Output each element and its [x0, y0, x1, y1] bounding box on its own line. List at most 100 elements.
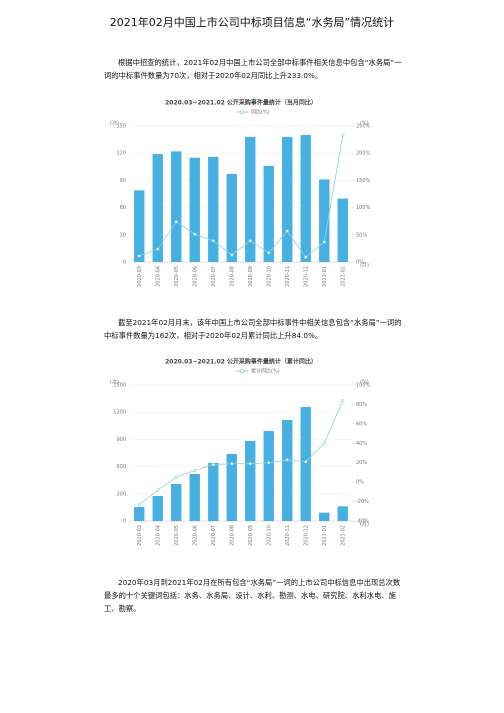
bar — [134, 190, 145, 262]
bar — [300, 135, 311, 262]
bar — [171, 151, 182, 262]
x-tick-label: 2020-07 — [211, 266, 217, 287]
bar — [319, 179, 330, 262]
x-tick-label: 2020-06 — [192, 266, 198, 287]
line-point — [156, 488, 160, 492]
legend-marker — [239, 368, 244, 373]
x-axis-label: (月) — [360, 522, 369, 528]
line-point — [322, 441, 326, 445]
line-point — [193, 468, 197, 473]
line-point — [322, 240, 326, 244]
y-tick-label: 900 — [116, 437, 126, 443]
x-tick-label: 2020-10 — [266, 525, 272, 546]
bar — [263, 431, 274, 521]
y2-tick-label: 250% — [356, 124, 371, 130]
bar — [263, 165, 274, 262]
x-tick-label: 2020-06 — [192, 525, 198, 546]
x-tick-label: 2021-02 — [340, 525, 346, 546]
line-point — [285, 229, 289, 233]
line-point — [174, 475, 178, 479]
y-tick-label: 90 — [120, 178, 126, 184]
y-tick-label: 1500 — [113, 383, 126, 389]
line-point — [230, 253, 234, 257]
bar — [245, 441, 256, 521]
y2-axis-label: (%) — [360, 121, 369, 127]
y2-tick-label: -20% — [356, 499, 369, 505]
y2-tick-label: 40% — [356, 441, 367, 447]
bar — [152, 154, 163, 262]
x-axis-label: (月) — [360, 263, 369, 269]
y2-tick-label: 50% — [356, 232, 367, 238]
page-title: 2021年02月中国上市公司中标项目信息“水务局”情况统计 — [109, 16, 395, 29]
line-point — [137, 503, 141, 507]
bar — [337, 198, 348, 262]
y2-tick-label: 150% — [356, 178, 371, 184]
line-point — [285, 458, 289, 462]
line-point — [248, 462, 252, 466]
bar — [282, 419, 293, 521]
y2-tick-label: 0% — [356, 480, 364, 486]
legend-label: 累计同比(%) — [251, 368, 280, 375]
line-point — [174, 220, 178, 224]
x-tick-label: 2020-04 — [155, 266, 161, 287]
bar — [319, 512, 330, 521]
x-tick-label: 2020-11 — [285, 266, 291, 287]
y2-tick-label: 20% — [356, 460, 367, 466]
line-point — [267, 461, 271, 465]
y-tick-label: 1200 — [113, 410, 126, 416]
y2-tick-label: 100% — [356, 383, 371, 389]
line — [138, 400, 344, 506]
bar — [189, 474, 200, 521]
x-tick-label: 2021-01 — [322, 266, 328, 287]
x-tick-label: 2021-02 — [340, 266, 346, 287]
paragraph: 截至2021年02月月末，该年中国上市公司全部中标事件中相关信息包含“水务局”一… — [104, 318, 402, 340]
bar — [282, 136, 293, 262]
line-point — [341, 133, 345, 137]
y2-tick-label: 100% — [356, 205, 371, 211]
bar — [208, 156, 219, 262]
legend-marker — [239, 109, 244, 114]
x-tick-label: 2020-05 — [174, 525, 180, 546]
chart: 2020.03~2021.02 公开采购事件量统计（当月同比） 同比(%) (次) (… — [110, 99, 371, 287]
chart-title: 2020.03~2021.02 公开采购事件量统计（当月同比） — [165, 99, 317, 107]
paragraph: 根据中招查的统计，2021年02月中国上市公司全部中标事件相关信息中包含“水务局… — [104, 58, 402, 80]
x-tick-label: 2020-05 — [174, 266, 180, 287]
line-point — [248, 239, 252, 243]
line-point — [304, 460, 308, 464]
bar — [337, 506, 348, 521]
x-tick-label: 2020-12 — [303, 525, 309, 546]
paragraph: 2020年03月到2021年02月在所有包含“水务局”一词的上市公司中标信息中出… — [104, 578, 401, 613]
y2-tick-label: 0% — [356, 260, 364, 266]
y-axis-label: (次) — [110, 120, 119, 127]
x-tick-label: 2020-04 — [155, 525, 161, 546]
x-tick-label: 2020-03 — [137, 266, 143, 287]
y-tick-label: 600 — [116, 464, 126, 470]
y-tick-label: 120 — [116, 151, 126, 157]
bar — [208, 462, 219, 521]
y-tick-label: 0 — [123, 519, 126, 525]
x-tick-label: 2020-09 — [248, 266, 254, 287]
y2-tick-label: -40% — [356, 519, 369, 525]
bar — [134, 507, 145, 521]
bar — [245, 136, 256, 262]
bar — [171, 484, 182, 521]
x-tick-label: 2020-03 — [137, 525, 143, 546]
y-tick-label: 30 — [120, 232, 126, 238]
y2-tick-label: 80% — [356, 402, 367, 408]
chart: 2020.03~2021.02 公开采购事件量统计（累计同比） 累计同比(%) (次… — [110, 358, 371, 546]
bar — [226, 174, 237, 262]
y-axis-label: (次) — [110, 379, 119, 386]
line-point — [137, 254, 141, 258]
chart-title: 2020.03~2021.02 公开采购事件量统计（累计同比） — [165, 358, 317, 366]
line-point — [156, 247, 160, 251]
line-point — [267, 251, 271, 255]
y-tick-label: 150 — [116, 124, 126, 130]
x-tick-label: 2020-08 — [229, 266, 235, 287]
line-point — [304, 255, 308, 259]
bar — [300, 407, 311, 521]
y2-axis-label: (%) — [360, 380, 369, 386]
legend-label: 同比(%) — [251, 109, 270, 116]
y2-tick-label: 200% — [356, 151, 371, 157]
y-tick-label: 0 — [123, 260, 126, 266]
line-point — [211, 463, 215, 467]
